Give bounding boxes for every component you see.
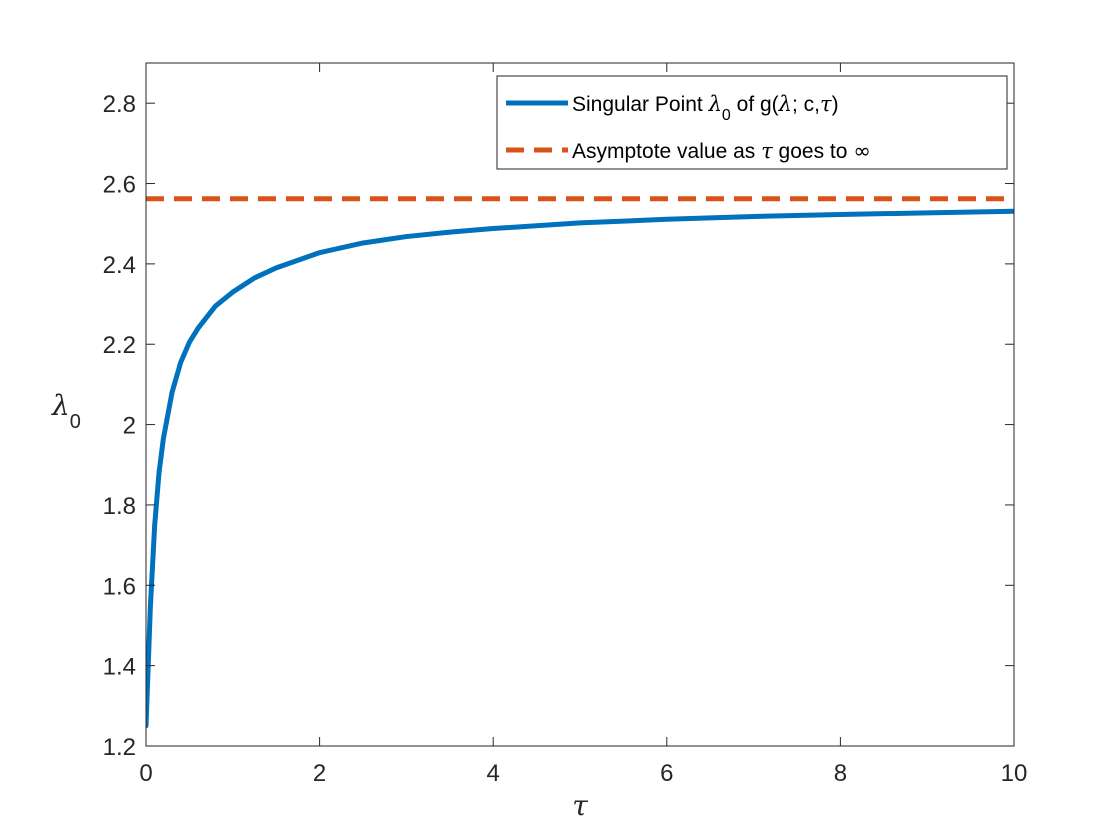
y-axis-label: λ0 bbox=[51, 389, 81, 433]
y-tick-label: 1.2 bbox=[103, 734, 136, 761]
legend-box bbox=[496, 75, 1008, 170]
y-tick-label: 2.4 bbox=[103, 252, 136, 279]
x-tick-label: 6 bbox=[660, 760, 673, 787]
y-tick-label: 2 bbox=[123, 413, 136, 440]
legend-label-singular-point: Singular Point λ0 of g(λ; c,τ) bbox=[572, 92, 839, 124]
x-tick-label: 8 bbox=[834, 760, 847, 787]
x-axis-label: τ bbox=[572, 789, 588, 822]
series-layer bbox=[146, 196, 1014, 729]
x-tick-label: 2 bbox=[313, 760, 326, 787]
plot-area bbox=[146, 63, 1014, 746]
y-tick-label: 2.2 bbox=[103, 332, 136, 359]
y-tick-label: 1.4 bbox=[103, 654, 136, 681]
y-tick-label: 1.8 bbox=[103, 493, 136, 520]
legend: Singular Point λ0 of g(λ; c,τ) Asymptote… bbox=[496, 75, 1008, 170]
x-tick-label: 4 bbox=[487, 760, 500, 787]
y-axis-label-subscript: 0 bbox=[70, 411, 81, 433]
x-tick-label: 10 bbox=[1001, 760, 1028, 787]
legend-label-asymptote: Asymptote value as τ goes to ∞ bbox=[572, 139, 871, 163]
y-tick-label: 2.6 bbox=[103, 172, 136, 199]
axes-box bbox=[145, 62, 1015, 747]
series-line-singular-point bbox=[146, 208, 1014, 729]
y-tick-label: 2.8 bbox=[103, 91, 136, 118]
y-axis-label-symbol: λ bbox=[51, 389, 70, 422]
x-tick-label: 0 bbox=[139, 760, 152, 787]
y-tick-label: 1.6 bbox=[103, 573, 136, 600]
tick-layer: 0 2 4 6 8 10 1.2 1.4 1.6 1.8 2 2.2 2.4 2.6 2.8 bbox=[103, 63, 1028, 787]
